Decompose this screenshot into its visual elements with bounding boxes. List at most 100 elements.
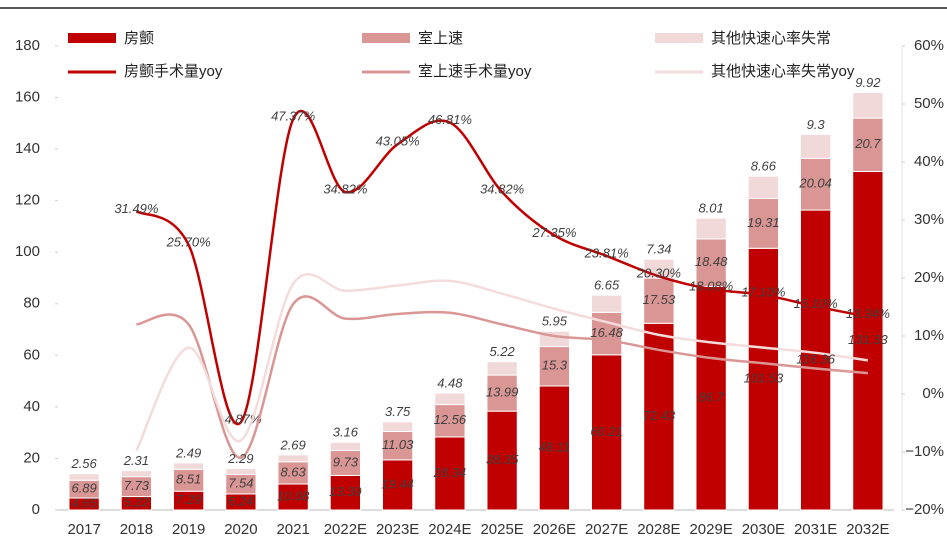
x-tick-label: 2032E (846, 521, 889, 538)
x-tick-label: 2028E (637, 521, 680, 538)
bar-label: 9.73 (333, 454, 359, 469)
bar-label: 3.16 (333, 425, 359, 440)
bar-segment (799, 209, 832, 511)
bar-label: 11.03 (382, 437, 414, 452)
bar-label: 4.65 (71, 495, 97, 510)
x-tick-label: 2030E (742, 521, 785, 538)
x-tick-label: 2029E (689, 521, 732, 538)
y2-tick-label: 30% (914, 211, 944, 228)
bar-segment (172, 462, 205, 470)
bar-segment (120, 470, 153, 478)
bar-label: 28.34 (433, 465, 467, 480)
bar-segment (695, 217, 727, 240)
bar-label: 5.95 (542, 314, 568, 329)
y2-tick-label: 40% (914, 153, 944, 170)
x-tick-label: 2023E (376, 521, 419, 538)
legend-label: 其他快速心率失常 (711, 30, 831, 47)
bar-segment (590, 294, 623, 313)
line-label: 23.81% (584, 245, 629, 260)
bar-segment (486, 374, 518, 412)
y-tick-label: 0 (32, 501, 40, 518)
bar-label: 6.24 (228, 493, 253, 508)
line-label: 43.05% (376, 134, 420, 149)
bar-label: 72.43 (643, 408, 676, 423)
line-series (135, 109, 869, 426)
x-tick-label: 2025E (480, 521, 523, 538)
bar-segment (747, 247, 780, 511)
bar-label: 86.7 (698, 390, 724, 405)
bar-segment (643, 277, 675, 324)
y-tick-label: 20 (23, 449, 40, 466)
bar-label: 10.08 (277, 488, 310, 503)
bar-segment (381, 459, 414, 511)
bar-label: 13.39 (329, 484, 362, 499)
bar-segment (486, 361, 518, 376)
bar-segment (381, 430, 414, 461)
bar-label: 2.69 (279, 437, 305, 452)
bar-label: 5.22 (489, 344, 515, 359)
legend-label: 房颤 (124, 29, 154, 47)
bar-segment (538, 385, 571, 511)
x-tick-label: 2026E (533, 521, 576, 538)
bar-segment (277, 483, 309, 511)
bar-label: 5.22 (124, 495, 150, 510)
line-label: 46.81% (428, 112, 472, 127)
line-label: 13.34% (846, 306, 890, 321)
bar-label: 7.29 (176, 492, 201, 507)
bar-segment (329, 474, 362, 511)
bar-label: 20.7 (854, 136, 881, 151)
bar-label: 8.63 (280, 464, 306, 479)
bar-label: 8.66 (751, 159, 777, 174)
y2-tick-label: 60% (914, 37, 944, 54)
bar-label: 15.3 (542, 358, 568, 373)
bar-label: 7.34 (646, 242, 671, 257)
bar-label: 9.92 (855, 75, 881, 90)
bar-segment (799, 157, 832, 211)
line-label: 15.10% (794, 296, 838, 311)
y-tick-label: 80 (23, 295, 40, 312)
bar-label: 7.54 (228, 476, 253, 491)
legend-label: 其他快速心率失常yoy (711, 63, 855, 80)
legend-label: 室上速 (418, 30, 463, 47)
bar-segment (747, 175, 780, 200)
bar-segment (277, 454, 309, 463)
line-label: 18.08% (689, 279, 733, 294)
bar-segment (799, 133, 832, 159)
y2-tick-label: 0% (922, 385, 944, 402)
bar-segment (434, 404, 466, 438)
bar-label: 8.01 (698, 201, 723, 216)
legend-swatch (655, 33, 703, 43)
x-tick-label: 2019 (172, 521, 205, 538)
bar-segment (68, 473, 100, 481)
bar-segment (329, 441, 362, 451)
x-tick-label: 2024E (428, 521, 471, 538)
bar-label: 2.56 (70, 456, 97, 471)
bar-label: 6.65 (594, 278, 620, 293)
bar-label: 116.36 (796, 351, 836, 366)
y2-tick-label: 10% (914, 327, 944, 344)
bar-label: 18.48 (695, 254, 728, 269)
bar-label: 19.44 (381, 476, 414, 491)
y2-tick-label: 50% (914, 95, 944, 112)
y-tick-label: 140 (15, 140, 40, 157)
bar-label: 101.53 (743, 371, 784, 386)
bar-label: 2.29 (227, 451, 253, 466)
bar-label: 12.56 (434, 412, 467, 427)
bar-segment (747, 198, 780, 249)
line-label: 31.49% (114, 201, 158, 216)
bar-segment (434, 436, 466, 511)
bar-label: 38.35 (486, 452, 519, 467)
x-tick-label: 2022E (324, 521, 367, 538)
y-tick-label: 100 (15, 243, 40, 260)
bar-segment (434, 392, 466, 406)
bar-label: 131.33 (848, 332, 889, 347)
y2-tick-label: 20% (914, 269, 944, 286)
legend-swatch (68, 33, 116, 43)
bar-label: 2.49 (175, 445, 201, 460)
x-tick-label: 2031E (794, 521, 837, 538)
x-tick-label: 2020 (224, 521, 257, 538)
line-label: 47.37% (271, 109, 315, 124)
bar-label: 3.75 (385, 404, 411, 419)
line-series (136, 295, 868, 460)
